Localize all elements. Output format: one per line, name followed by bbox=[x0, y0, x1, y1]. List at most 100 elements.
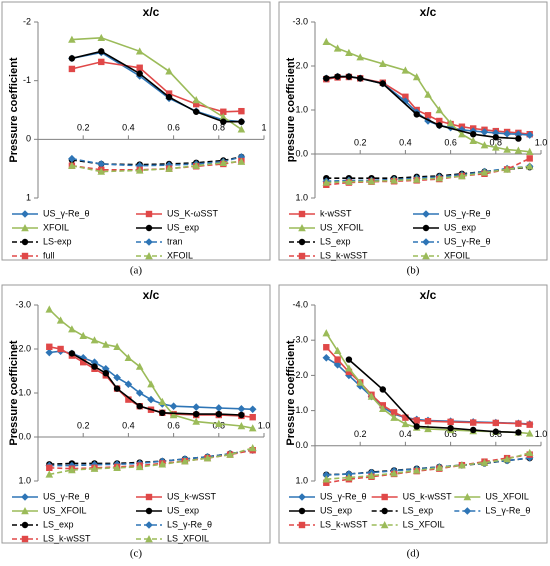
legend-label: k-wSST bbox=[320, 208, 352, 218]
marker bbox=[135, 47, 144, 55]
marker bbox=[219, 113, 228, 121]
marker bbox=[492, 428, 499, 435]
marker bbox=[124, 353, 133, 361]
series-line bbox=[326, 165, 530, 184]
series-line bbox=[325, 357, 530, 425]
marker bbox=[215, 410, 222, 418]
marker bbox=[135, 362, 144, 370]
legend-item: LS_k-wSST bbox=[12, 533, 91, 543]
y-tick-label: 1.0 bbox=[295, 192, 308, 202]
marker bbox=[248, 405, 257, 414]
caption: (c) bbox=[130, 548, 143, 560]
marker bbox=[113, 385, 121, 392]
chart-title: x/c bbox=[420, 5, 437, 19]
marker bbox=[192, 161, 200, 169]
y-tick-label: -3.0 bbox=[292, 16, 308, 26]
marker bbox=[46, 343, 53, 350]
x-tick-label: 0.4 bbox=[122, 420, 135, 430]
y-tick-label: -2.0 bbox=[292, 370, 308, 380]
series-line bbox=[71, 50, 242, 123]
legend-label: LS_k-wSST bbox=[320, 250, 368, 260]
marker bbox=[97, 160, 106, 168]
marker bbox=[463, 493, 472, 501]
marker bbox=[345, 177, 353, 185]
marker bbox=[322, 354, 331, 362]
marker bbox=[145, 507, 153, 515]
x-tick-label: 1 bbox=[261, 123, 266, 133]
marker bbox=[192, 417, 200, 425]
legend-item: US_exp bbox=[136, 222, 199, 232]
marker bbox=[435, 463, 444, 471]
marker bbox=[503, 129, 511, 138]
marker bbox=[412, 175, 421, 183]
legend-item: LS_exp bbox=[371, 505, 433, 515]
marker bbox=[469, 136, 477, 144]
marker bbox=[422, 210, 430, 218]
marker bbox=[46, 464, 53, 471]
marker bbox=[322, 475, 331, 483]
caption: (d) bbox=[407, 548, 420, 560]
y-tick-label: -4.0 bbox=[292, 299, 308, 309]
marker bbox=[334, 356, 341, 363]
series-line bbox=[326, 75, 519, 140]
marker bbox=[526, 421, 533, 428]
legend-item: tran bbox=[136, 236, 183, 246]
marker bbox=[525, 131, 534, 139]
marker bbox=[525, 429, 534, 437]
marker bbox=[193, 108, 200, 115]
y-tick-label: 0.0 bbox=[18, 431, 31, 441]
marker bbox=[525, 448, 534, 457]
marker bbox=[367, 471, 376, 479]
legend-label: LS-exp bbox=[43, 236, 72, 246]
marker bbox=[470, 426, 477, 434]
marker bbox=[21, 521, 29, 529]
y-tick-label: 1.0 bbox=[18, 475, 31, 485]
marker bbox=[192, 403, 200, 411]
legend-label: LS_XFOIL bbox=[403, 519, 445, 529]
marker bbox=[356, 53, 364, 61]
marker bbox=[158, 397, 167, 405]
marker bbox=[412, 466, 421, 474]
series-line bbox=[49, 447, 253, 476]
series-line bbox=[326, 157, 531, 186]
marker bbox=[192, 96, 200, 104]
series-line bbox=[326, 457, 530, 476]
marker bbox=[323, 479, 330, 486]
legend-item: XFOIL bbox=[12, 222, 69, 232]
marker bbox=[379, 59, 387, 67]
legend-item: US_k-wSST bbox=[371, 491, 452, 501]
marker bbox=[322, 37, 331, 45]
legend-label: US_exp bbox=[444, 222, 476, 232]
marker bbox=[422, 224, 430, 232]
x-tick-label: 0.2 bbox=[354, 137, 367, 147]
legend-item: full bbox=[12, 250, 55, 260]
marker bbox=[401, 419, 410, 428]
marker bbox=[97, 167, 106, 175]
marker bbox=[98, 58, 105, 66]
marker bbox=[480, 141, 489, 149]
x-tick-label: 0.8 bbox=[490, 137, 503, 147]
marker bbox=[68, 35, 76, 43]
panel-frame bbox=[1, 284, 271, 544]
marker bbox=[215, 404, 223, 412]
x-tick-label: 1.0 bbox=[535, 137, 548, 147]
legend-label: LS_γ-Re_θ bbox=[485, 505, 530, 515]
y-tick-label: -3.0 bbox=[15, 299, 31, 309]
legend-label: US_γ-Re_θ bbox=[444, 236, 491, 246]
marker bbox=[379, 80, 386, 87]
marker bbox=[68, 325, 76, 333]
marker bbox=[215, 419, 223, 427]
marker bbox=[159, 409, 166, 416]
marker bbox=[158, 460, 167, 468]
series-line bbox=[49, 350, 253, 411]
marker bbox=[345, 73, 353, 80]
y-tick-label: -2 bbox=[23, 16, 31, 26]
legend-label: US_exp bbox=[320, 505, 352, 515]
x-tick-label: 0.2 bbox=[354, 429, 367, 439]
chart-title: x/c bbox=[143, 5, 160, 19]
marker bbox=[79, 354, 87, 362]
marker bbox=[492, 143, 500, 151]
marker bbox=[165, 164, 173, 172]
y-tick-label: 1.0 bbox=[295, 475, 308, 485]
marker bbox=[381, 493, 388, 501]
